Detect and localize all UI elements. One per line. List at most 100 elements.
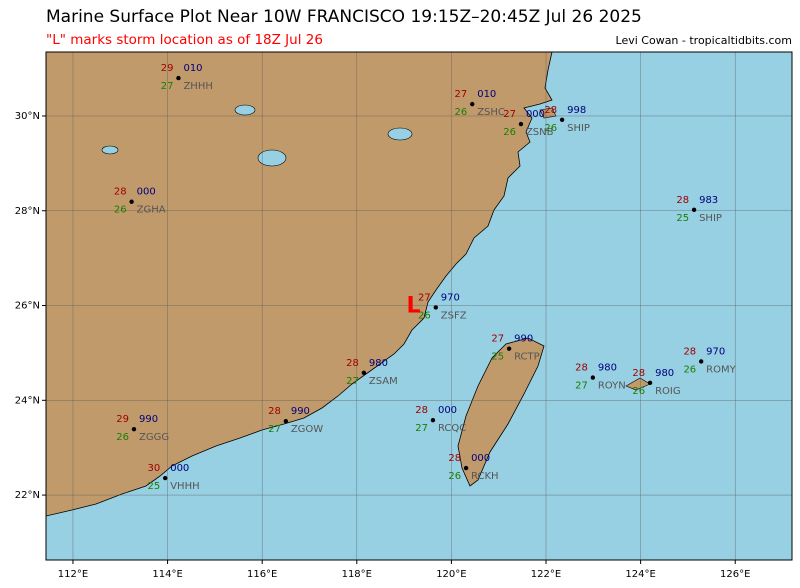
- station-dot: [463, 465, 469, 471]
- station-dewpoint: 26: [503, 127, 516, 138]
- station-dewpoint: 27: [161, 81, 174, 92]
- station-dot: [559, 117, 565, 122]
- station-id: ZGGG: [139, 432, 169, 443]
- station-temp: 28: [683, 346, 696, 357]
- y-tick-label: 26°N: [15, 301, 40, 312]
- station-temp: 28: [448, 453, 461, 464]
- lake: [101, 145, 119, 155]
- station-pressure: 000: [170, 463, 189, 474]
- station-pressure: 970: [441, 292, 460, 303]
- station-id: ROYN: [598, 381, 626, 392]
- station-dot: [506, 346, 512, 351]
- station-dewpoint: 25: [491, 352, 504, 363]
- station-id: ZSFZ: [441, 310, 467, 321]
- station-pressure: 980: [655, 368, 674, 379]
- station-pressure: 998: [567, 105, 586, 116]
- station-dewpoint: 26: [632, 386, 645, 397]
- x-tick-label: 126°E: [720, 569, 750, 580]
- subtitle: "L" marks storm location as of 18Z Jul 2…: [46, 32, 323, 48]
- station-id: ROMY: [706, 364, 736, 375]
- station-dewpoint: 26: [418, 310, 431, 321]
- station-temp: 28: [676, 195, 689, 206]
- station-id: ROIG: [655, 386, 681, 397]
- station-dewpoint: 26: [683, 364, 696, 375]
- station-id: RCQC: [438, 423, 466, 434]
- station-id: VHHH: [170, 481, 199, 492]
- station-dot: [647, 380, 653, 385]
- station-dot: [470, 101, 475, 107]
- station-temp: 28: [632, 368, 645, 379]
- station-temp: 28: [575, 363, 588, 374]
- y-tick-label: 30°N: [15, 111, 40, 122]
- station-dewpoint: 27: [575, 381, 588, 392]
- storm-marker: L: [407, 293, 421, 318]
- station-dot: [283, 418, 289, 424]
- station-dot: [691, 207, 697, 213]
- station-pressure: 990: [291, 406, 310, 417]
- station-temp: 27: [454, 89, 467, 100]
- station-dot: [518, 121, 524, 127]
- station-temp: 28: [544, 105, 557, 116]
- station-dot: [163, 475, 168, 481]
- station-temp: 29: [161, 63, 174, 74]
- station-temp: 28: [415, 405, 428, 416]
- station-id: ZSNB: [526, 127, 554, 138]
- station-id: ZGOW: [291, 424, 323, 435]
- x-tick-label: 116°E: [247, 569, 277, 580]
- station-pressure: 983: [699, 195, 718, 206]
- station-dewpoint: 25: [676, 213, 689, 224]
- station-temp: 27: [418, 292, 431, 303]
- station-temp: 27: [503, 109, 516, 120]
- station-id: RCKH: [471, 471, 499, 482]
- y-tick-label: 28°N: [15, 206, 40, 217]
- y-tick-label: 22°N: [15, 490, 40, 501]
- station-dewpoint: 27: [268, 424, 281, 435]
- grid: [46, 52, 792, 560]
- station-dot: [698, 359, 704, 364]
- station-dot: [590, 375, 596, 380]
- station-temp: 28: [268, 406, 281, 417]
- credit: Levi Cowan - tropicaltidbits.com: [616, 34, 792, 47]
- ticks: 112°E 114°E 116°E 118°E 120°E 122°E 124°E 126°E…: [15, 111, 751, 580]
- station-pressure: 980: [598, 363, 617, 374]
- station-pressure: 000: [526, 109, 545, 120]
- station-pressure: 000: [137, 187, 156, 198]
- station-id: SHIP: [699, 213, 722, 224]
- mainland: [46, 52, 553, 517]
- title: Marine Surface Plot Near 10W FRANCISCO 1…: [46, 7, 642, 27]
- x-tick-label: 122°E: [531, 569, 561, 580]
- station-pressure: 970: [706, 346, 725, 357]
- station-dot: [430, 418, 436, 423]
- station-id: SHIP: [567, 123, 590, 134]
- station-dewpoint: 26: [454, 107, 467, 118]
- station-pressure: 990: [514, 334, 533, 345]
- station-pressure: 010: [183, 63, 202, 74]
- station-pressure: 000: [471, 453, 490, 464]
- station-temp: 28: [114, 187, 127, 198]
- station-id: ZSHC: [477, 107, 505, 118]
- x-tick-label: 112°E: [58, 569, 88, 580]
- station-id: ZHHH: [183, 81, 212, 92]
- station-id: ZSAM: [369, 376, 398, 387]
- station-dot: [131, 427, 137, 432]
- station-dewpoint: 25: [147, 481, 160, 492]
- station-pressure: 990: [139, 414, 158, 425]
- taiwan: [457, 337, 545, 487]
- lake: [387, 127, 413, 141]
- station-dot: [129, 199, 134, 204]
- station-id: ZGHA: [137, 205, 166, 216]
- lake: [257, 149, 287, 167]
- station-dewpoint: 26: [544, 123, 557, 134]
- x-tick-label: 120°E: [436, 569, 466, 580]
- x-tick-label: 114°E: [152, 569, 182, 580]
- x-tick-label: 118°E: [342, 569, 372, 580]
- station-dot: [176, 75, 181, 81]
- station-temp: 28: [346, 358, 359, 369]
- station-id: RCTP: [514, 352, 540, 363]
- station-temp: 29: [116, 414, 129, 425]
- station-dewpoint: 26: [114, 205, 127, 216]
- station-dewpoint: 26: [116, 432, 129, 443]
